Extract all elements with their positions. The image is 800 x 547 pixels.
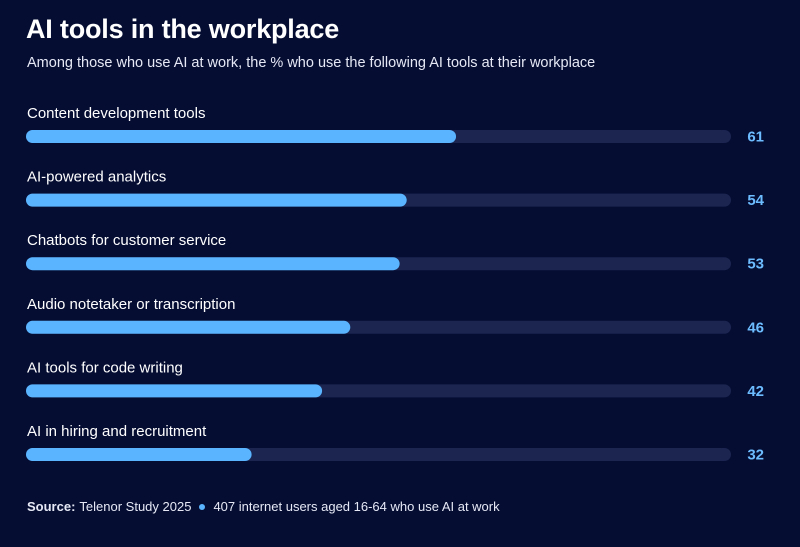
bar [26, 384, 323, 398]
bullet-dot-icon [199, 503, 206, 510]
value-label: 53 [747, 256, 764, 273]
category-label: AI-powered analytics [27, 169, 166, 186]
bar [26, 320, 351, 334]
sample-note: 407 internet users aged 16-64 who use AI… [213, 499, 500, 514]
chart-footer: Source: Telenor Study 2025 407 internet … [27, 499, 500, 514]
chart-subtitle: Among those who use AI at work, the % wh… [27, 55, 596, 71]
category-label: Chatbots for customer service [27, 232, 226, 249]
bar [26, 448, 252, 461]
source-label: Source: [27, 499, 76, 514]
source-text: Telenor Study 2025 [79, 499, 192, 514]
bar [26, 130, 457, 143]
category-label: AI in hiring and recruitment [27, 423, 207, 440]
value-label: 32 [747, 447, 764, 464]
category-label: Content development tools [27, 105, 205, 122]
bar [26, 193, 407, 207]
category-label: AI tools for code writing [27, 359, 183, 376]
bar-chart: Content development tools 61 AI-powered an… [26, 105, 765, 464]
bar [26, 257, 400, 271]
value-label: 42 [747, 383, 764, 400]
chart-title: AI tools in the workplace [26, 14, 340, 44]
value-label: 61 [747, 129, 764, 146]
value-label: 54 [747, 192, 764, 209]
value-label: 46 [747, 319, 764, 336]
category-label: Audio notetaker or transcription [27, 296, 235, 313]
